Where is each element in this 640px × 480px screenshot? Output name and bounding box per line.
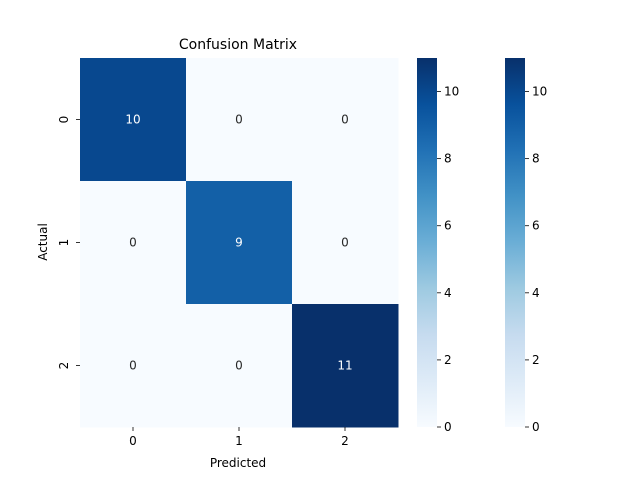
y-axis: 0 1 2 [57,116,80,370]
cell-value-label: 0 [341,113,349,127]
colorbar-tick-label: 8 [444,152,452,166]
cell-value-label: 11 [337,359,352,373]
heatmap-cell [292,58,399,182]
heatmap-cell [80,58,187,182]
heatmap-cell [186,181,293,305]
cell-value-label: 0 [129,359,137,373]
colorbar-tick-label: 10 [444,85,459,99]
colorbar-tick-label: 6 [444,219,452,233]
colorbar-gradient [505,58,525,427]
x-tick-label: 0 [129,434,137,448]
heatmap-cell [80,304,187,428]
heatmap-cell [292,181,399,305]
x-tick-label: 1 [235,434,243,448]
x-axis: 0 1 2 [129,427,349,448]
colorbar-tick-label: 0 [444,420,452,434]
cell-value-label: 0 [235,113,243,127]
cell-value-label: 0 [235,359,243,373]
cell-value-label: 9 [235,236,243,250]
cell-value-label: 10 [125,113,140,127]
cell-value-label: 0 [129,236,137,250]
chart-title: Confusion Matrix [179,37,297,53]
colorbars: 0 2 4 6 8 10 0 2 4 6 8 10 [417,58,547,434]
colorbar-tick-label: 2 [532,353,540,367]
y-tick-label: 0 [57,116,71,124]
colorbar-tick-label: 2 [444,353,452,367]
colorbar-tick-label: 0 [532,420,540,434]
colorbar-tick-label: 10 [532,85,547,99]
heatmap-cell [186,304,293,428]
colorbar-tick-label: 4 [532,286,540,300]
heatmap-cell [80,181,187,305]
heatmap-cells: 10 0 0 0 9 0 0 0 11 [80,58,399,428]
x-axis-label: Predicted [210,456,266,470]
colorbar-gradient [417,58,437,427]
y-tick-label: 1 [57,239,71,247]
colorbar-tick-label: 4 [444,286,452,300]
y-tick-label: 2 [57,362,71,370]
cell-value-label: 0 [341,236,349,250]
y-axis-label: Actual [36,223,50,261]
x-tick-label: 2 [341,434,349,448]
colorbar-tick-label: 6 [532,219,540,233]
heatmap-cell [292,304,399,428]
heatmap-cell [186,58,293,182]
colorbar-tick-label: 8 [532,152,540,166]
colorbar: 0 2 4 6 8 10 [505,58,547,434]
colorbar: 0 2 4 6 8 10 [417,58,459,434]
